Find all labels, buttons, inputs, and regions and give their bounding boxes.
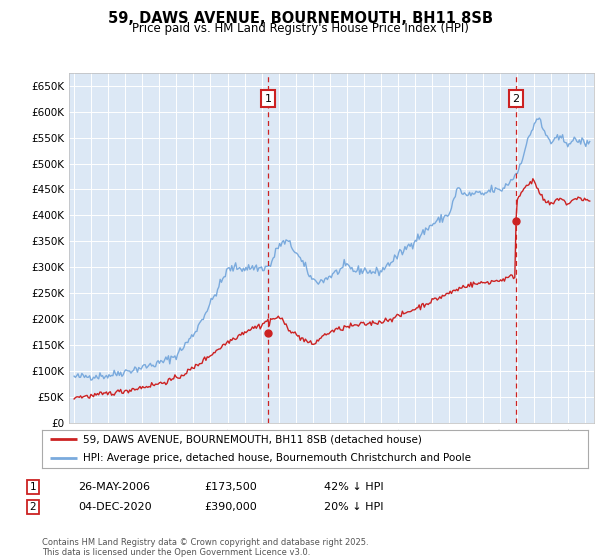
Text: 1: 1: [29, 482, 37, 492]
Text: 2: 2: [29, 502, 37, 512]
Text: 04-DEC-2020: 04-DEC-2020: [78, 502, 152, 512]
Text: 42% ↓ HPI: 42% ↓ HPI: [324, 482, 383, 492]
Text: 59, DAWS AVENUE, BOURNEMOUTH, BH11 8SB: 59, DAWS AVENUE, BOURNEMOUTH, BH11 8SB: [107, 11, 493, 26]
Text: 26-MAY-2006: 26-MAY-2006: [78, 482, 150, 492]
Text: £173,500: £173,500: [204, 482, 257, 492]
Text: 2: 2: [512, 94, 520, 104]
Text: £390,000: £390,000: [204, 502, 257, 512]
Text: Contains HM Land Registry data © Crown copyright and database right 2025.
This d: Contains HM Land Registry data © Crown c…: [42, 538, 368, 557]
Text: Price paid vs. HM Land Registry's House Price Index (HPI): Price paid vs. HM Land Registry's House …: [131, 22, 469, 35]
Text: 20% ↓ HPI: 20% ↓ HPI: [324, 502, 383, 512]
Text: 59, DAWS AVENUE, BOURNEMOUTH, BH11 8SB (detached house): 59, DAWS AVENUE, BOURNEMOUTH, BH11 8SB (…: [83, 435, 422, 445]
Text: HPI: Average price, detached house, Bournemouth Christchurch and Poole: HPI: Average price, detached house, Bour…: [83, 454, 471, 464]
Text: 1: 1: [265, 94, 272, 104]
